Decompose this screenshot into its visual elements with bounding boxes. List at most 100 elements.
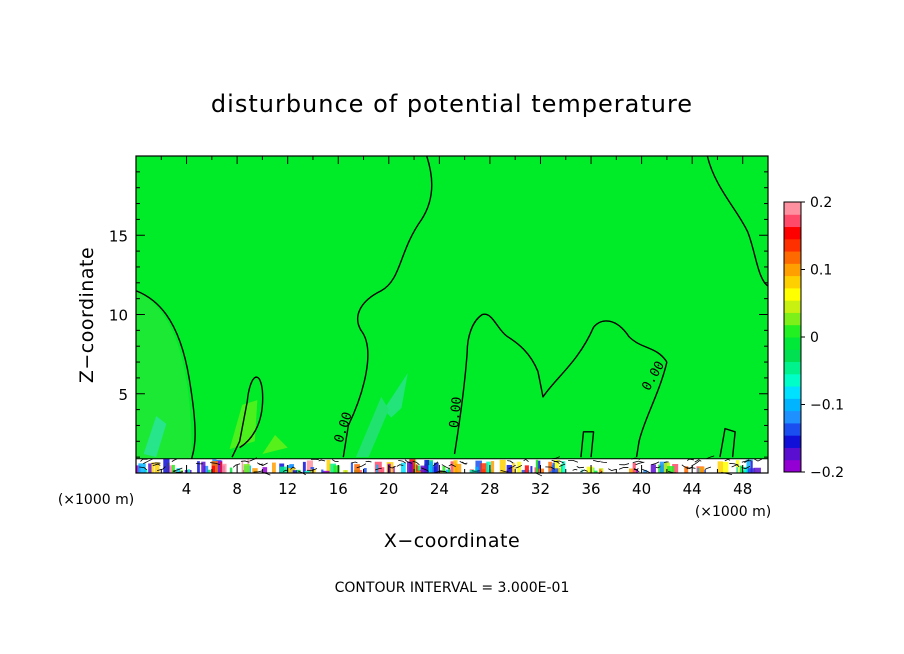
surface-contour: [618, 467, 629, 470]
surface-cell: [207, 469, 211, 473]
surface-cell: [475, 466, 479, 473]
surface-cell: [455, 463, 462, 473]
surface-contour: [432, 461, 439, 467]
surface-contour: [331, 459, 339, 462]
surface-cell: [717, 461, 723, 473]
surface-contour: [256, 462, 264, 465]
surface-cell: [154, 462, 160, 473]
surface-contour: [608, 468, 617, 471]
surface-cell: [739, 465, 744, 473]
surface-cell: [220, 461, 223, 473]
surface-contour: [240, 460, 250, 463]
surface-cell: [486, 461, 491, 473]
surface-contour: [143, 458, 153, 464]
colorbar: 0.2 0.1 0 −0.1 −0.2: [783, 195, 844, 481]
surface-cell: [554, 459, 559, 473]
colorbar-swatch: [784, 459, 801, 473]
x-tick-label: 28: [480, 480, 499, 498]
surface-cell: [358, 470, 362, 473]
surface-contour: [398, 459, 407, 464]
x-tick-label: 24: [430, 480, 449, 498]
surface-contour: [507, 460, 514, 464]
surface-contour: [404, 459, 413, 464]
contour-line: [231, 376, 264, 458]
surface-cell: [684, 466, 689, 473]
y-axis-label: Z−coordinate: [76, 247, 98, 383]
surface-contour: [441, 464, 451, 470]
x-tick-label: 32: [531, 480, 550, 498]
surface-contour: [704, 466, 712, 470]
surface-cell: [180, 469, 184, 473]
colorbar-swatch: [784, 373, 801, 387]
surface-cell: [329, 463, 336, 473]
surface-cell: [241, 460, 244, 473]
surface-cell: [552, 462, 555, 473]
surface-cell: [203, 465, 209, 473]
surface-contour: [459, 461, 467, 465]
surface-cell: [499, 459, 506, 473]
contour-line: [453, 313, 668, 455]
x-axis-label: X−coordinate: [384, 530, 520, 552]
surface-cell: [242, 469, 245, 473]
surface-cell: [350, 462, 353, 473]
colorbar-swatch: [784, 312, 801, 326]
surface-cell: [171, 464, 175, 473]
colorbar-swatch: [784, 214, 801, 228]
field-patch: [143, 415, 167, 458]
surface-cell: [506, 464, 513, 473]
surface-cell: [663, 462, 670, 473]
surface-contour: [753, 458, 763, 462]
x-tick-label: 8: [232, 480, 242, 498]
surface-cell: [136, 465, 141, 473]
surface-cell: [512, 462, 515, 473]
x-tick-label: 16: [329, 480, 348, 498]
colorbar-tick-label: 0: [810, 330, 819, 346]
x-tick-label: 48: [733, 480, 752, 498]
surface-cell: [420, 465, 428, 473]
colorbar-swatch: [784, 337, 801, 350]
surface-contour: [210, 462, 221, 465]
contour-interval-annotation: CONTOUR INTERVAL = 3.000E-01: [335, 580, 570, 596]
surface-contour: [365, 460, 372, 463]
field-patch: [383, 373, 408, 418]
contour-line: [135, 290, 196, 459]
surface-cell: [475, 460, 482, 473]
surface-cell: [381, 467, 385, 473]
surface-contour: [351, 461, 358, 464]
x-tick-label: 40: [632, 480, 651, 498]
colorbar-swatch: [784, 251, 801, 264]
surface-contour: [318, 459, 326, 462]
surface-contour: [195, 462, 203, 465]
surface-contour: [171, 458, 178, 462]
surface-contour: [576, 466, 584, 469]
surface-cell: [635, 468, 638, 473]
colorbar-swatch: [784, 410, 801, 424]
surface-contour: [619, 463, 630, 466]
surface-contour: [633, 468, 639, 471]
surface-cell: [197, 461, 200, 473]
surface-cell: [151, 462, 154, 473]
surface-cell: [354, 464, 360, 473]
surface-cell: [262, 467, 268, 473]
surface-cell: [721, 461, 729, 473]
surface-cell: [321, 469, 324, 473]
surface-cell: [216, 460, 223, 473]
surface-contour: [580, 469, 588, 473]
surface-cell: [326, 459, 331, 473]
surface-cell: [643, 469, 648, 473]
colorbar-swatch: [784, 238, 801, 252]
colorbar-swatch: [784, 435, 801, 448]
field-patch: [136, 290, 192, 461]
surface-contour: [172, 467, 183, 472]
surface-contour: [694, 459, 702, 463]
surface-contour: [545, 466, 555, 470]
surface-contour: [139, 466, 148, 471]
surface-cell: [187, 469, 191, 473]
surface-contour: [396, 464, 404, 467]
surface-cell: [517, 461, 521, 473]
colorbar-tick-label: −0.1: [810, 398, 844, 414]
surface-contour: [681, 464, 688, 469]
surface-cell: [667, 466, 675, 473]
surface-cell: [530, 466, 533, 473]
field-patch: [355, 396, 389, 458]
